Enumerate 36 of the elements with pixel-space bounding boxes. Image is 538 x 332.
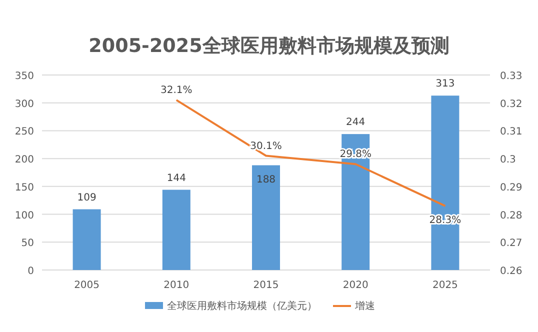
y2-tick-label: 0.3: [500, 154, 516, 166]
y-tick-label: 50: [21, 238, 34, 250]
data-label: 109: [77, 192, 96, 204]
y2-tick-label: 0.27: [500, 238, 522, 250]
y-tick-label: 300: [14, 98, 34, 110]
y2-tick-label: 0.29: [500, 182, 522, 194]
bar: [72, 209, 101, 270]
y-tick-label: 200: [14, 154, 34, 166]
y2-tick-label: 0.33: [500, 71, 522, 82]
legend-label: 全球医用敷料市场规模（亿美元）: [167, 300, 317, 312]
chart-title: 2005-2025全球医用敷料市场规模及预测: [88, 35, 450, 57]
y2-tick-label: 0.28: [500, 210, 522, 222]
data-label: 32.1%: [160, 85, 192, 96]
x-tick-label: 2015: [253, 280, 279, 291]
y-tick-label: 0: [28, 266, 34, 277]
data-label: 188: [256, 174, 276, 186]
y-tick-label: 100: [14, 210, 34, 222]
bar: [342, 134, 370, 270]
x-tick-label: 2025: [432, 280, 458, 291]
data-label: 30.1%: [250, 140, 282, 152]
data-label: 244: [346, 117, 366, 128]
y2-tick-label: 0.31: [500, 126, 522, 138]
y2-tick-label: 0.26: [500, 266, 522, 277]
x-tick-label: 2005: [74, 280, 100, 291]
x-tick-label: 2010: [164, 280, 190, 291]
y-tick-label: 250: [14, 126, 34, 138]
y-tick-label: 350: [14, 71, 34, 82]
data-label: 144: [166, 172, 186, 184]
x-tick-label: 2020: [342, 280, 368, 291]
data-label: 313: [436, 78, 455, 90]
y-tick-label: 150: [14, 182, 34, 194]
bar: [431, 96, 460, 270]
legend-label: 增速: [354, 300, 375, 312]
bar: [162, 190, 190, 270]
y2-tick-label: 0.32: [500, 98, 522, 110]
bar: [252, 165, 280, 270]
